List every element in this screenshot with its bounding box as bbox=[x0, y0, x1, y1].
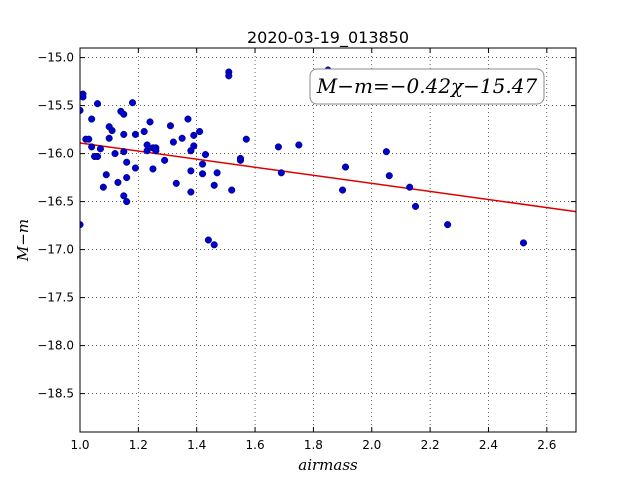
data-point bbox=[406, 183, 414, 191]
x-tick-label: 1.2 bbox=[129, 438, 148, 452]
data-point bbox=[93, 152, 102, 161]
y-tick-label: −18.0 bbox=[37, 339, 74, 353]
data-point bbox=[120, 148, 128, 156]
data-point bbox=[210, 241, 218, 249]
data-points bbox=[80, 66, 528, 249]
data-point bbox=[236, 154, 245, 162]
data-point bbox=[198, 170, 207, 178]
data-point bbox=[196, 127, 204, 136]
data-point bbox=[190, 131, 198, 139]
x-tick-label: 1.0 bbox=[70, 438, 89, 452]
data-point bbox=[444, 221, 452, 229]
data-point bbox=[140, 127, 148, 136]
data-point bbox=[277, 169, 285, 177]
data-point bbox=[131, 130, 139, 138]
data-point bbox=[88, 143, 96, 151]
data-point bbox=[149, 165, 157, 173]
data-point bbox=[225, 72, 233, 80]
data-point bbox=[169, 138, 177, 146]
data-point bbox=[80, 93, 87, 101]
x-tick-label: 1.6 bbox=[246, 438, 265, 452]
data-point bbox=[161, 156, 169, 164]
plot-frame bbox=[79, 47, 577, 433]
x-tick-label: 1.8 bbox=[304, 438, 323, 452]
x-tick-label: 1.4 bbox=[187, 438, 206, 452]
data-point bbox=[128, 99, 137, 107]
data-point bbox=[178, 134, 186, 142]
data-point bbox=[382, 148, 390, 156]
data-point bbox=[120, 130, 128, 138]
data-point bbox=[88, 115, 96, 123]
data-point bbox=[120, 110, 128, 118]
data-point bbox=[123, 158, 131, 166]
data-point bbox=[80, 221, 84, 229]
data-point bbox=[123, 198, 131, 206]
data-point bbox=[111, 150, 119, 158]
data-point bbox=[143, 141, 151, 149]
y-tick-label: −17.5 bbox=[37, 291, 74, 305]
x-axis: 1.0 1.2 1.4 1.6 1.8 2.0 2.2 2.4 2.6 bbox=[70, 48, 556, 452]
x-axis-label: airmass bbox=[298, 456, 358, 474]
data-point bbox=[146, 118, 154, 126]
data-point bbox=[201, 151, 210, 159]
x-tick-label: 2.2 bbox=[421, 438, 440, 452]
data-point bbox=[339, 186, 347, 194]
data-point bbox=[123, 174, 131, 182]
data-point bbox=[99, 183, 107, 191]
y-tick-label: −16.0 bbox=[37, 147, 74, 161]
data-point bbox=[519, 239, 528, 247]
data-point bbox=[295, 141, 303, 149]
data-point bbox=[184, 115, 192, 123]
data-point bbox=[102, 171, 110, 179]
y-tick-label: −15.0 bbox=[37, 51, 74, 65]
data-point bbox=[187, 188, 195, 196]
data-point bbox=[213, 169, 221, 177]
data-point bbox=[80, 106, 84, 114]
data-point bbox=[385, 172, 393, 180]
data-point bbox=[190, 142, 198, 150]
annotation-box bbox=[309, 68, 545, 105]
x-tick-label: 2.4 bbox=[479, 438, 498, 452]
y-tick-label: −16.5 bbox=[37, 195, 74, 209]
data-point bbox=[242, 135, 250, 143]
data-point bbox=[152, 147, 160, 155]
y-axis: −15.0 −15.5 −16.0 −16.5 −17.0 −17.5 −18.0 −18.5 bbox=[37, 51, 576, 401]
x-tick-label: 2.6 bbox=[537, 438, 556, 452]
data-point bbox=[411, 202, 420, 210]
data-point bbox=[210, 181, 218, 189]
y-tick-label: −15.5 bbox=[37, 99, 74, 113]
y-tick-label: −17.0 bbox=[37, 243, 74, 257]
data-point bbox=[204, 236, 212, 244]
data-point bbox=[166, 122, 174, 130]
data-point bbox=[274, 143, 282, 151]
fit-line-layer bbox=[80, 142, 576, 213]
data-point bbox=[120, 192, 128, 200]
data-point bbox=[198, 160, 207, 168]
data-point bbox=[228, 186, 236, 194]
data-point bbox=[172, 179, 180, 187]
y-tick-label: −18.5 bbox=[37, 387, 74, 401]
data-point bbox=[85, 135, 93, 143]
chart-title: 2020-03-19_013850 bbox=[247, 28, 409, 48]
data-point bbox=[114, 178, 122, 186]
fit-line bbox=[80, 142, 576, 213]
data-point bbox=[131, 164, 139, 172]
x-tick-label: 2.0 bbox=[362, 438, 381, 452]
data-point bbox=[108, 127, 116, 135]
data-point bbox=[96, 145, 104, 153]
data-point bbox=[93, 100, 102, 108]
data-point bbox=[341, 163, 350, 171]
data-point bbox=[187, 167, 195, 175]
data-point bbox=[105, 134, 113, 142]
annotation-text: M−m=−0.42χ−15.47 bbox=[316, 74, 538, 98]
y-axis-label: M−m bbox=[14, 219, 32, 262]
fit-annotation: M−m=−0.42χ−15.47 bbox=[309, 68, 545, 105]
gridlines bbox=[79, 48, 576, 432]
